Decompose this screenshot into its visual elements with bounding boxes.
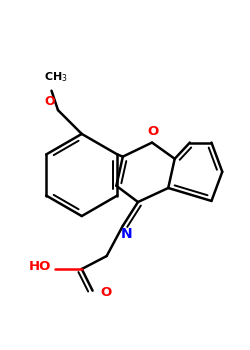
Text: O: O: [148, 125, 159, 138]
Text: N: N: [120, 228, 132, 241]
Text: CH$_3$: CH$_3$: [44, 70, 68, 84]
Text: HO: HO: [28, 260, 51, 273]
Text: O: O: [100, 286, 111, 299]
Text: O: O: [44, 95, 55, 108]
